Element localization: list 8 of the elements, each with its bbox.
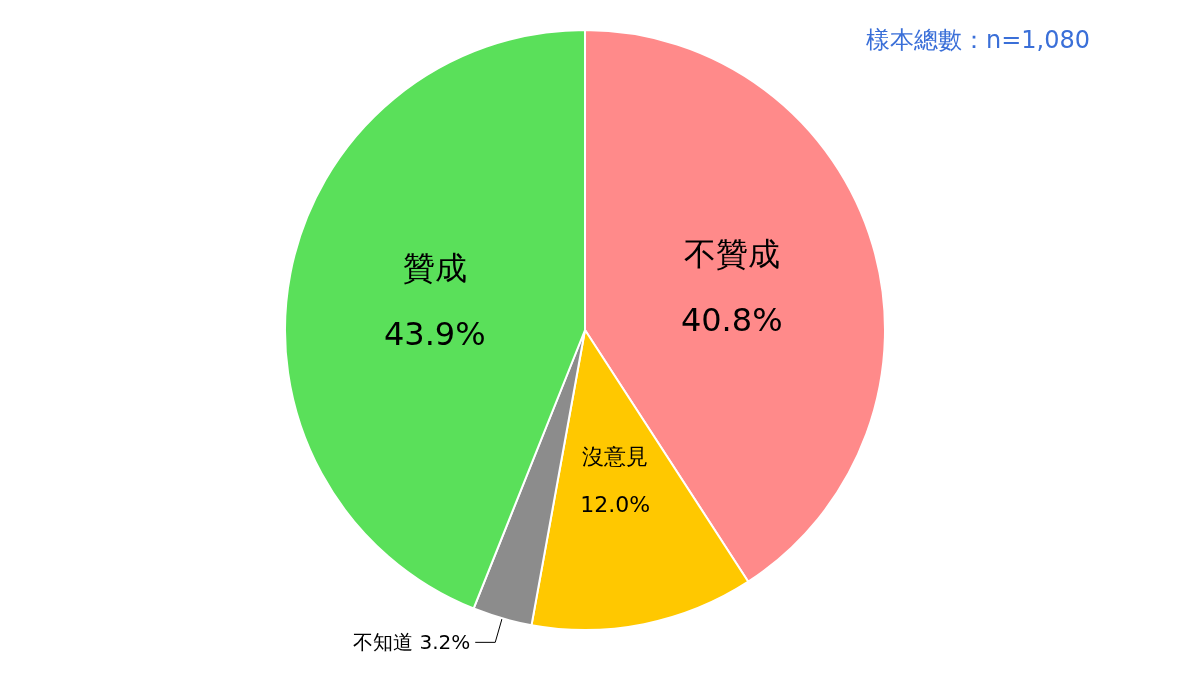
slice-label: 贊成 xyxy=(402,249,467,288)
slice-label: 不知道 3.2% xyxy=(353,630,471,655)
data-label: 40.8% xyxy=(680,300,783,339)
data-label: 43.9% xyxy=(383,315,486,354)
slice-label: 不贊成 xyxy=(683,234,780,273)
slice-label: 沒意見 xyxy=(582,443,649,469)
text: 樣本總數：n=1,080 xyxy=(865,26,1090,54)
data-label: 12.0% xyxy=(580,491,651,517)
